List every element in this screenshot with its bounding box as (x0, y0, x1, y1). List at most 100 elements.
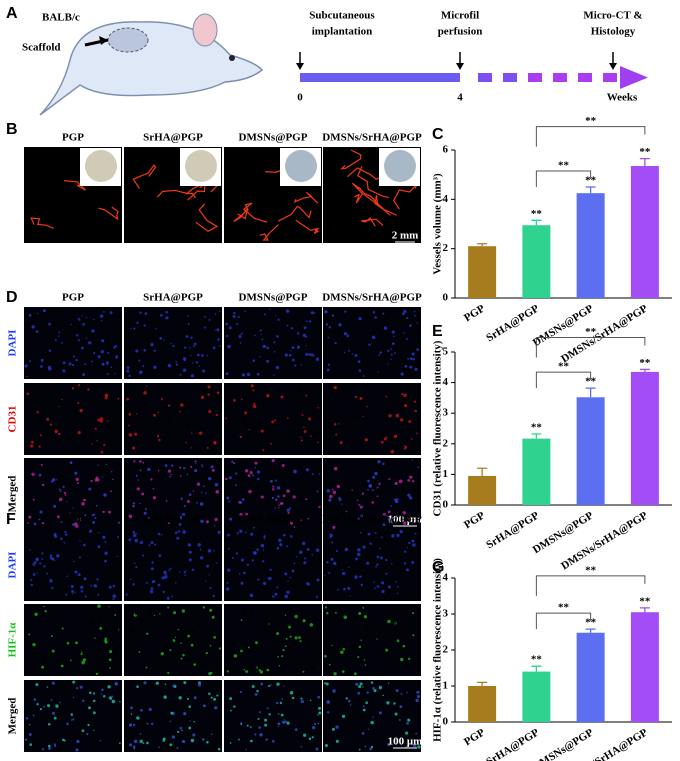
stain-dot (331, 541, 334, 544)
stain-dot (303, 733, 307, 737)
stain-dot (362, 641, 365, 644)
stain-dot (399, 705, 403, 709)
stain-dot (215, 562, 218, 564)
stain-dot (273, 341, 276, 344)
stain-dot (231, 556, 234, 559)
stain-dot (29, 723, 31, 726)
stain-dot (213, 626, 216, 629)
bar (576, 397, 605, 505)
stain-dot (212, 346, 216, 350)
stain-dot (39, 510, 43, 514)
stain-dot (90, 585, 92, 587)
stain-dot (190, 336, 193, 339)
stain-dot (256, 470, 261, 474)
stain-dot (73, 560, 75, 563)
stain-dot (113, 346, 116, 349)
stain-dot (79, 685, 83, 689)
comparison-label: ** (558, 160, 570, 172)
stain-dot (86, 732, 89, 736)
stain-dot (201, 389, 205, 394)
stain-dot (180, 497, 183, 500)
stain-dot (409, 365, 413, 369)
stain-dot (308, 353, 312, 356)
stain-dot (198, 431, 203, 435)
stain-dot (386, 393, 390, 397)
stain-dot (153, 614, 156, 617)
strain-label: BALB/c (42, 12, 80, 24)
stain-dot (56, 515, 60, 519)
stain-dot (133, 748, 135, 750)
stain-dot (88, 691, 92, 695)
stain-dot (365, 627, 369, 632)
stain-dot (133, 533, 137, 538)
timeline-tick: 4 (457, 92, 463, 104)
stain-dot (139, 739, 143, 744)
stain-dot (175, 363, 179, 366)
stain-dot (372, 311, 376, 314)
stain-dot (191, 568, 195, 572)
stain-dot (414, 367, 418, 371)
stain-dot (134, 432, 138, 436)
stain-dot (414, 519, 417, 523)
stain-dot (260, 333, 262, 336)
bar (468, 475, 497, 505)
stain-dot (228, 476, 232, 480)
panel-label: G (432, 559, 444, 576)
stain-image (323, 383, 421, 455)
stain-dot (408, 657, 411, 661)
stain-dot (290, 327, 294, 330)
stain-dot (363, 659, 366, 661)
stain-dot (62, 361, 66, 365)
row-label: DAPI (7, 552, 19, 579)
stain-dot (90, 433, 95, 437)
stain-dot (288, 507, 292, 510)
stain-dot (369, 747, 373, 751)
stain-dot (100, 350, 104, 354)
stain-dot (137, 479, 140, 481)
stain-dot (382, 523, 386, 527)
stain-dot (102, 694, 106, 698)
stain-dot (278, 664, 281, 667)
stain-dot (414, 532, 417, 535)
stain-dot (114, 344, 118, 348)
stain-dot (382, 312, 385, 315)
x-tick-label: PGP (462, 726, 487, 748)
stain-dot (207, 385, 211, 389)
stain-dot (272, 488, 275, 491)
stain-dot (142, 364, 145, 367)
stain-dot (154, 543, 157, 546)
timeline-dash (603, 73, 617, 82)
comparison-bracket (535, 371, 592, 389)
stain-dot (330, 424, 334, 429)
stain-dot (102, 535, 106, 539)
stain-dot (240, 558, 244, 562)
stain-dot (204, 326, 206, 329)
stain-dot (367, 488, 369, 491)
stain-dot (362, 375, 365, 377)
stain-dot (260, 682, 264, 686)
stain-dot (333, 466, 338, 471)
stain-dot (325, 637, 329, 641)
stain-dot (379, 351, 382, 354)
stain-dot (409, 357, 413, 361)
y-tick-label: 2 (443, 644, 449, 656)
stain-dot (359, 531, 362, 534)
stain-dot (309, 699, 312, 702)
stain-dot (246, 425, 251, 429)
stain-dot (158, 746, 161, 749)
error-bar (531, 219, 542, 226)
stain-dot (105, 409, 109, 412)
stain-dot (288, 646, 292, 650)
stain-dot (254, 733, 257, 736)
stain-dot (411, 539, 415, 543)
comparison-label: ** (558, 361, 570, 373)
stain-dot (92, 520, 96, 524)
stain-dot (67, 646, 70, 649)
stain-dot (337, 588, 339, 591)
stain-dot (162, 590, 165, 594)
stain-dot (351, 646, 354, 649)
stain-dot (307, 517, 310, 520)
stain-dot (253, 551, 257, 555)
stain-dot (363, 615, 368, 619)
stain-dot (167, 521, 170, 525)
